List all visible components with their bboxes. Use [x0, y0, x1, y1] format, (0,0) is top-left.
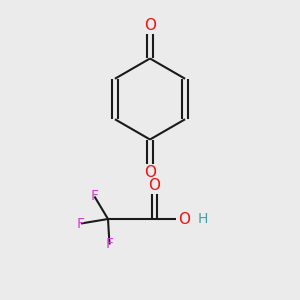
Text: F: F: [106, 238, 113, 251]
Text: O: O: [148, 178, 160, 193]
Text: O: O: [144, 165, 156, 180]
Text: F: F: [91, 190, 98, 203]
Text: O: O: [144, 18, 156, 33]
Text: F: F: [77, 217, 85, 230]
Text: H: H: [197, 212, 208, 226]
Text: O: O: [178, 212, 190, 226]
